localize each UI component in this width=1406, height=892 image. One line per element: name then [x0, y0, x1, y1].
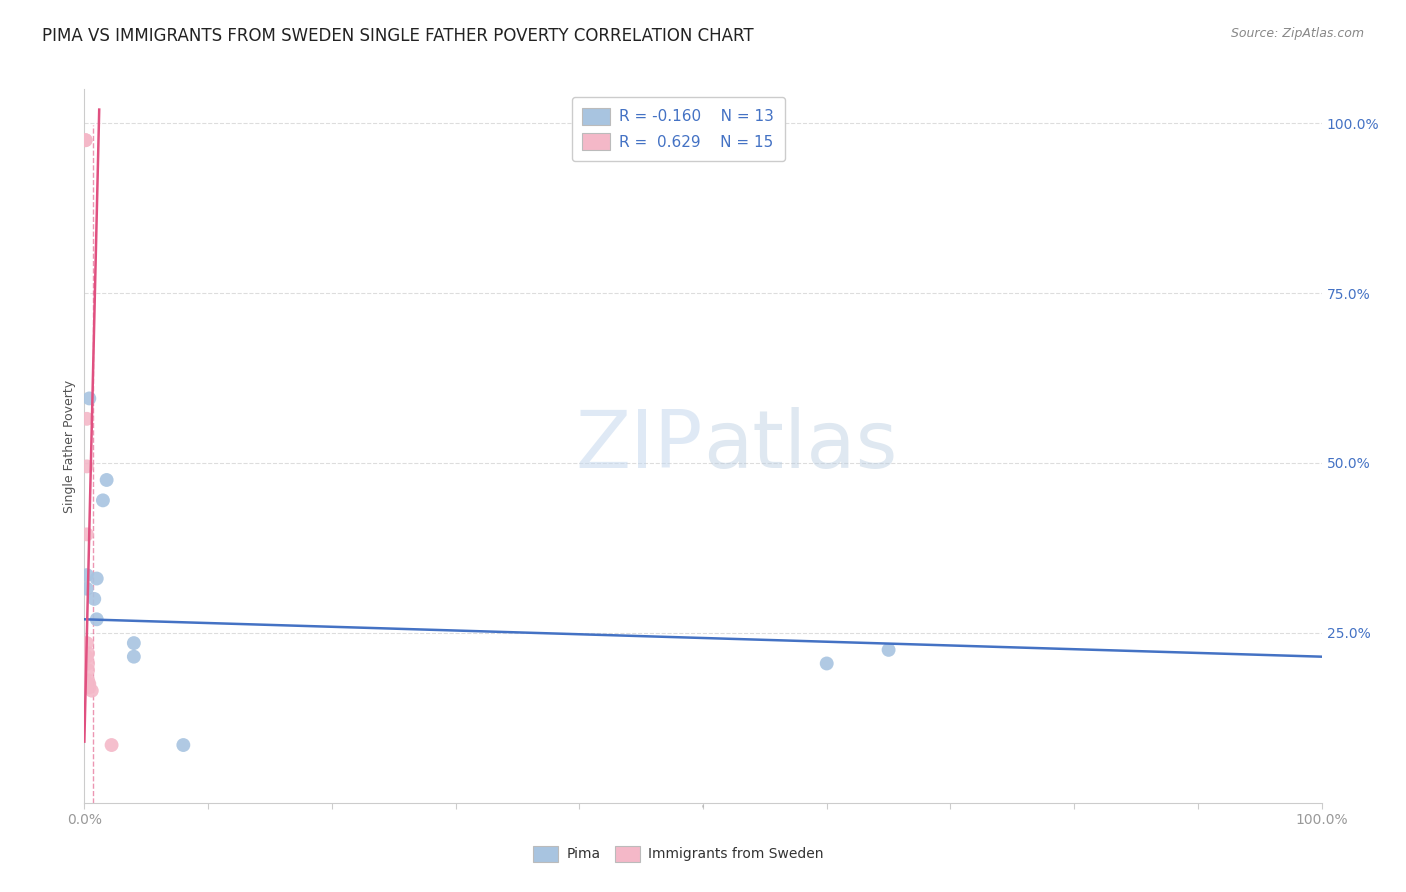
Text: atlas: atlas [703, 407, 897, 485]
Point [815, 657, 838, 671]
Point [76, 527, 98, 541]
Text: PIMA VS IMMIGRANTS FROM SWEDEN SINGLE FATHER POVERTY CORRELATION CHART: PIMA VS IMMIGRANTS FROM SWEDEN SINGLE FA… [42, 27, 754, 45]
Point [76, 412, 98, 426]
Point [86, 572, 108, 586]
Point [75, 133, 97, 147]
Y-axis label: Single Father Poverty: Single Father Poverty [63, 379, 76, 513]
Point [77, 646, 100, 660]
Point [122, 649, 145, 664]
Point [76, 568, 98, 582]
Point [96, 473, 118, 487]
Point [79, 680, 101, 694]
Point [79, 677, 101, 691]
Point [76, 649, 98, 664]
Point [80, 683, 103, 698]
Legend: Pima, Immigrants from Sweden: Pima, Immigrants from Sweden [527, 840, 830, 867]
Point [76, 636, 98, 650]
Point [877, 643, 900, 657]
Point [79, 392, 101, 406]
Point [76, 459, 98, 474]
Point [91, 493, 114, 508]
Point [172, 738, 194, 752]
Point [77, 673, 100, 688]
Point [86, 612, 108, 626]
Point [77, 663, 100, 677]
Text: Source: ZipAtlas.com: Source: ZipAtlas.com [1230, 27, 1364, 40]
Point [122, 636, 145, 650]
Point [77, 657, 100, 671]
Point [75, 133, 97, 147]
Point [83, 591, 105, 606]
Point [100, 738, 122, 752]
Text: ZIP: ZIP [575, 407, 703, 485]
Point [76, 582, 98, 596]
